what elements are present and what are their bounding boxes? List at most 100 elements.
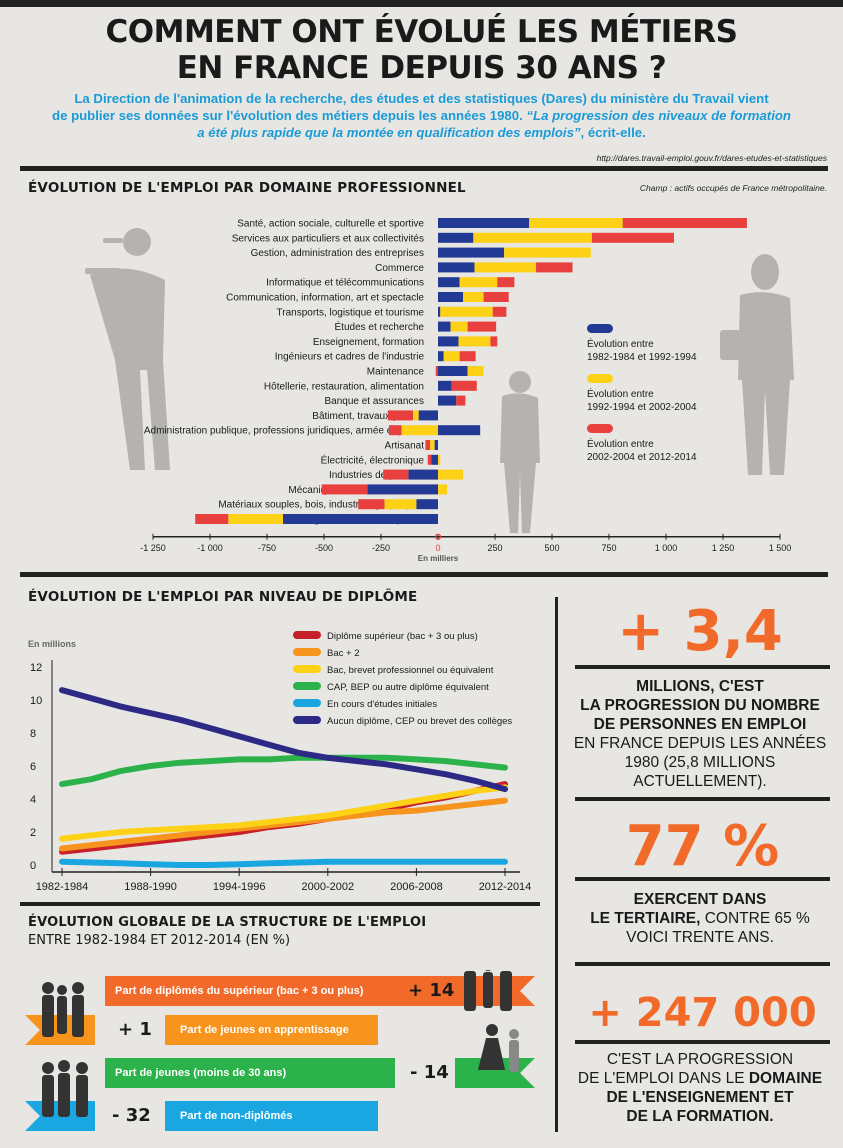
- stat-employment-growth: + 3,4: [617, 599, 783, 664]
- bar-segment: [459, 277, 498, 288]
- bar-segment: [430, 440, 435, 450]
- bar-segment: [412, 410, 419, 421]
- stat-tertiary-share: 77 %: [625, 814, 780, 879]
- bar-segment: [438, 425, 481, 436]
- legend-swatch: [293, 682, 321, 690]
- stat-employment-text: MILLIONS, C'EST LA PROGRESSION DU NOMBRE…: [573, 678, 827, 790]
- legend-label: Évolution entre: [587, 337, 654, 350]
- bar-segment: [458, 336, 491, 347]
- y-tick-label: 12: [30, 662, 42, 674]
- ribbon-value-apprentissage: + 1: [118, 1019, 152, 1040]
- bar-category-label: Ingénieurs et cadres de l'industrie: [275, 352, 425, 363]
- businesswoman-silhouette-icon: [500, 371, 540, 533]
- bar-segment: [450, 321, 468, 332]
- legend-swatch: [587, 424, 613, 433]
- series-line: [59, 687, 508, 793]
- x-tick-label: 500: [544, 543, 559, 553]
- ribbon-value-non-diplomes: - 32: [112, 1105, 151, 1126]
- bar-segment: [384, 499, 417, 510]
- bar-segment: [622, 218, 747, 228]
- legend-swatch: [587, 324, 613, 333]
- stat-education-text: C'EST LA PROGRESSION DE L'EMPLOI DANS LE…: [577, 1051, 823, 1125]
- title-line-1: COMMENT ONT ÉVOLUÉ LES MÉTIERS: [105, 14, 739, 50]
- bar-segment: [438, 380, 452, 391]
- bar-segment: [358, 499, 385, 510]
- bar-segment: [492, 306, 507, 317]
- legend-swatch: [587, 374, 613, 383]
- bar-segment: [490, 336, 498, 347]
- series-line: [59, 858, 508, 868]
- ribbon-label-jeunes: Part de jeunes (moins de 30 ans): [115, 1067, 287, 1079]
- section-structure-subtitle: ENTRE 1982-1984 ET 2012-2014 (EN %): [28, 933, 291, 948]
- legend-label: CAP, BEP ou autre diplôme équivalent: [327, 682, 489, 693]
- stat2-bar-bottom: [575, 962, 830, 966]
- x-tick-label: 1 500: [769, 543, 792, 553]
- legend-label: 1982-1984 et 1992-1994: [587, 352, 697, 363]
- bar-category-label: Communication, information, art et spect…: [226, 293, 424, 304]
- bar-segment: [474, 262, 537, 273]
- bar-segment: [427, 454, 432, 465]
- x-tick-label: 2000-2002: [301, 881, 354, 893]
- bar-category-label: Électricité, électronique: [321, 453, 425, 466]
- stat1-bar-top: [575, 665, 830, 669]
- bar-segment: [473, 232, 592, 243]
- bar-segment: [504, 247, 591, 258]
- domain-bar-chart: Santé, action sociale, culturelle et spo…: [140, 218, 792, 563]
- intro-text: La Direction de l'animation de la recher…: [20, 90, 823, 141]
- diploma-line-chart: En millions 0 2 4 6 8 10 12 1982-1984 1988-1990…: [28, 631, 532, 893]
- legend-label: Aucun diplôme, CEP ou brevet des collège…: [327, 716, 512, 727]
- series-line: [59, 784, 508, 842]
- x-tick-label: 0: [435, 543, 440, 553]
- bar-segment: [401, 425, 438, 436]
- bar-category-label: Transports, logistique et tourisme: [277, 307, 425, 318]
- y-axis-label: En millions: [28, 639, 76, 649]
- x-tick-label: 2012-2014: [479, 881, 532, 893]
- title-line-2: EN FRANCE DEPUIS 30 ANS ?: [176, 50, 667, 86]
- series-line: [59, 797, 508, 852]
- bar-segment: [443, 351, 460, 362]
- bar-segment: [438, 351, 444, 362]
- bar-segment: [425, 440, 431, 450]
- x-tick-label: 750: [601, 543, 616, 553]
- bar-segment: [451, 380, 477, 391]
- bar-segment: [438, 469, 464, 480]
- champ-note: Champ : actifs occupés de France métropo…: [639, 183, 827, 193]
- waiter-silhouette-icon: [85, 228, 170, 470]
- stat3-bar-top: [575, 1040, 830, 1044]
- y-tick-label: 0: [30, 860, 36, 872]
- bar-segment: [438, 366, 468, 376]
- legend-label: Évolution entre: [587, 387, 654, 400]
- page-title: COMMENT ONT ÉVOLUÉ LES MÉTIERS EN FRANCE…: [0, 14, 843, 86]
- x-tick-label: -750: [258, 543, 276, 553]
- stat-education-growth: + 247 000: [588, 990, 817, 1036]
- bar-segment: [440, 306, 493, 317]
- divider-middle: [20, 572, 828, 577]
- ribbon-label-apprentissage: Part de jeunes en apprentissage: [180, 1024, 349, 1036]
- bar-segment: [463, 292, 484, 302]
- bar-category-label: Études et recherche: [335, 320, 425, 333]
- bar-category-label: Artisanat: [385, 441, 425, 452]
- bar-segment: [536, 262, 573, 273]
- legend-label: Bac, brevet professionnel ou équivalent: [327, 665, 494, 676]
- bar-segment: [438, 395, 457, 406]
- x-tick-label: -500: [315, 543, 333, 553]
- source-url: http://dares.travail-emploi.gouv.fr/dare…: [596, 153, 827, 163]
- bar-segment: [497, 277, 515, 288]
- bar-segment: [438, 277, 460, 288]
- bar-segment: [438, 262, 475, 273]
- ribbon-value-superieur: + 14: [408, 980, 455, 1001]
- x-tick-label: -1 000: [197, 543, 223, 553]
- bar-segment: [467, 366, 484, 376]
- top-bar: [0, 0, 843, 7]
- ribbon-label-non-diplomes: Part de non-diplômés: [180, 1110, 293, 1122]
- bar-segment: [459, 351, 476, 362]
- bar-segment: [434, 440, 438, 450]
- intro-quote-2: a été plus rapide que la montée en quali…: [197, 125, 581, 140]
- bar-category-label: Bâtiment, travaux publics: [312, 411, 424, 422]
- zero-marker: [434, 533, 442, 540]
- bar-segment: [367, 484, 438, 495]
- bar-category-label: Maintenance: [367, 367, 425, 378]
- legend-swatch: [293, 716, 321, 724]
- bar-segment: [435, 366, 438, 376]
- bar-segment: [438, 232, 474, 243]
